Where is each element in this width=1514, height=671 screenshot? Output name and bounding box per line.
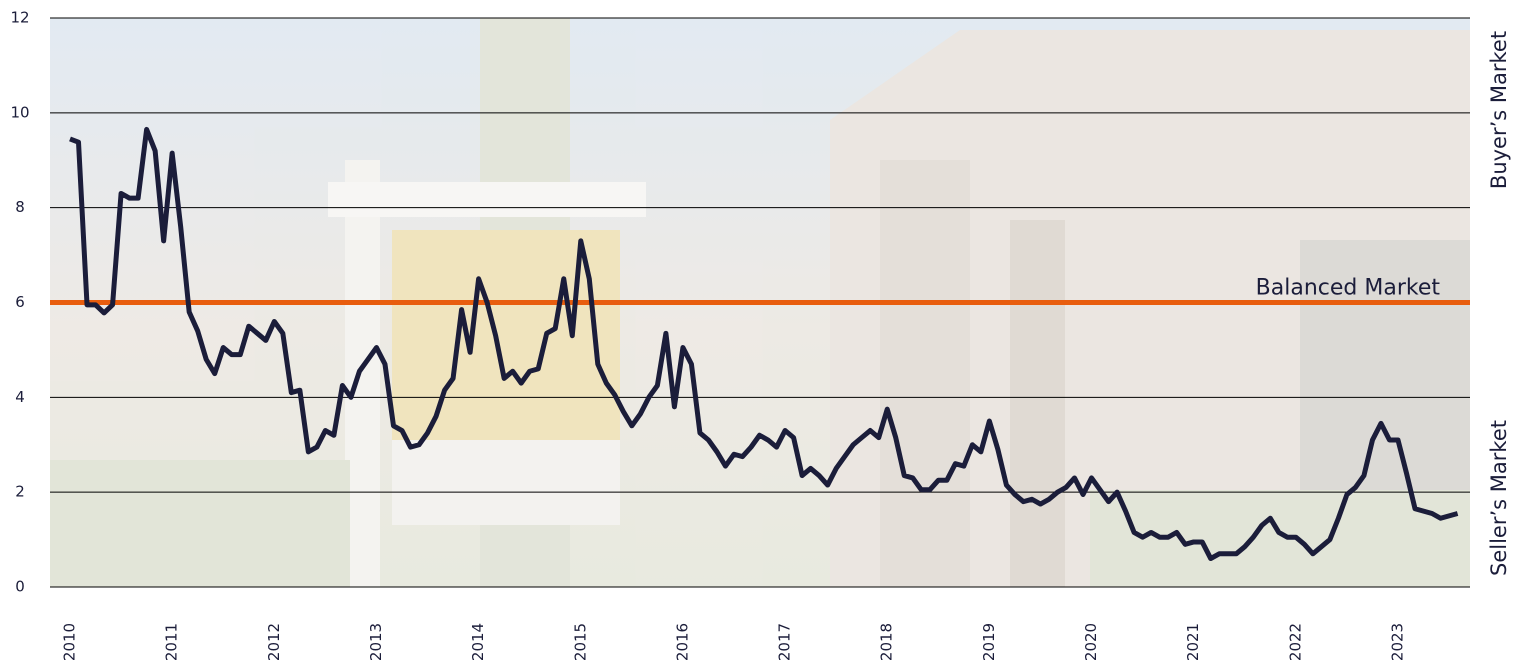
x-tick-label: 2023 xyxy=(1389,623,1407,661)
x-tick-label: 2013 xyxy=(367,623,385,661)
x-tick-label: 2014 xyxy=(469,623,487,661)
y-tick-label: 0 xyxy=(15,578,25,596)
x-tick-label: 2019 xyxy=(980,623,998,661)
x-tick-label: 2011 xyxy=(163,623,181,661)
chart: 0 2 4 6 8 10 12 Balanced Market 2010 2011 2012 2013… xyxy=(0,0,1514,671)
x-tick-label: 2016 xyxy=(673,623,691,661)
x-tick-label: 2021 xyxy=(1184,623,1202,661)
x-tick-label: 2022 xyxy=(1286,623,1304,661)
x-tick-label: 2015 xyxy=(571,623,589,661)
y-tick-label: 6 xyxy=(15,293,25,311)
x-tick-label: 2017 xyxy=(776,623,794,661)
y-tick-label: 12 xyxy=(10,9,29,27)
side-label-bottom: Seller’s Market xyxy=(1487,420,1511,576)
x-tick-label: 2010 xyxy=(61,623,79,661)
y-tick-label: 4 xyxy=(15,388,25,406)
x-tick-label: 2020 xyxy=(1082,623,1100,661)
x-tick-label: 2012 xyxy=(265,623,283,661)
side-label-top: Buyer’s Market xyxy=(1487,31,1511,189)
y-tick-label: 2 xyxy=(15,483,25,501)
y-tick-label: 8 xyxy=(15,198,25,216)
y-tick-label: 10 xyxy=(10,103,29,121)
reference-label: Balanced Market xyxy=(1256,276,1441,301)
page: 0 2 4 6 8 10 12 Balanced Market 2010 2011 2012 2013… xyxy=(0,0,1514,671)
x-tick-label: 2018 xyxy=(878,623,896,661)
